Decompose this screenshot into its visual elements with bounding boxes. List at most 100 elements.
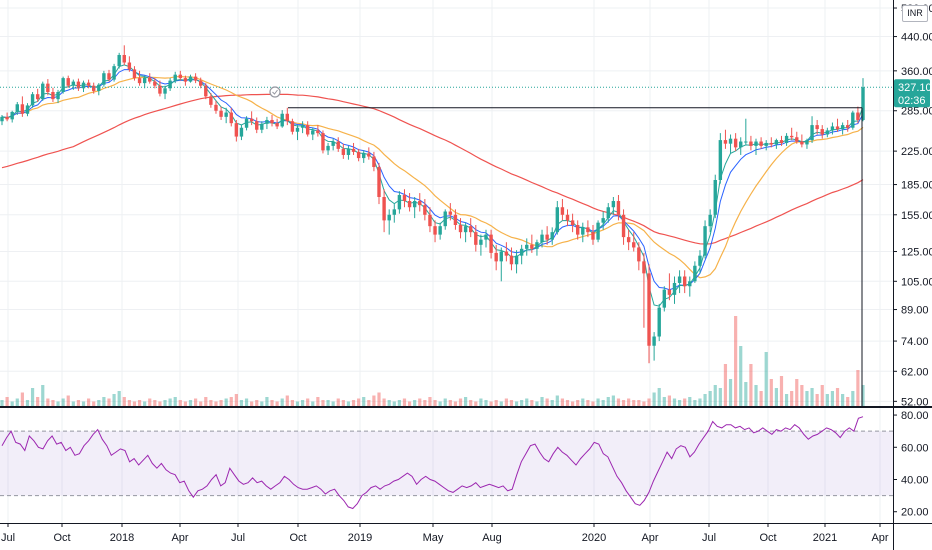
candle-body bbox=[122, 54, 126, 63]
volume-bar bbox=[331, 401, 335, 406]
volume-bar bbox=[122, 397, 126, 406]
candle-body bbox=[86, 82, 91, 86]
candle-body bbox=[682, 276, 687, 287]
candle-body bbox=[851, 112, 855, 128]
volume-bar bbox=[397, 400, 401, 406]
volume-bar bbox=[555, 395, 559, 406]
candle-body bbox=[275, 123, 279, 127]
candle-body bbox=[800, 141, 804, 145]
time-axis[interactable]: Jul Oct 2018 Apr Jul Oct 2019 May Aug 2020 Apr Jul O… bbox=[1, 523, 889, 544]
volume-bar bbox=[530, 400, 534, 406]
volume-bar bbox=[280, 398, 284, 406]
candle-body bbox=[280, 113, 284, 127]
volume-bar bbox=[779, 376, 784, 406]
time-tick-label: Aug bbox=[482, 532, 502, 544]
price-tick-label: 52.00 bbox=[901, 396, 929, 408]
last-price-value: 327.10 bbox=[898, 82, 932, 94]
volume-bar bbox=[71, 401, 75, 406]
volume-bar bbox=[820, 385, 824, 406]
volume-bar bbox=[662, 397, 666, 406]
volume-bar bbox=[239, 400, 244, 406]
time-tick-label: Apr bbox=[871, 532, 888, 544]
candle-body bbox=[112, 66, 116, 80]
candle-body bbox=[667, 289, 672, 295]
rsi-series bbox=[1, 416, 864, 510]
candle-body bbox=[41, 83, 45, 100]
candle-body bbox=[209, 96, 213, 105]
volume-bar bbox=[504, 398, 508, 406]
candle-body bbox=[626, 237, 631, 243]
rsi-line bbox=[1, 416, 864, 510]
candle-body bbox=[779, 140, 784, 143]
candle-body bbox=[728, 138, 733, 144]
candle-body bbox=[15, 104, 19, 112]
volume-bar bbox=[769, 379, 773, 406]
volume-bar bbox=[193, 398, 198, 406]
volume-bar bbox=[576, 400, 580, 406]
volume-bar bbox=[637, 400, 641, 406]
volume-bar bbox=[244, 398, 249, 406]
price-tick-label: 89.00 bbox=[901, 305, 929, 317]
price-tick-label: 62.00 bbox=[901, 366, 929, 378]
volume-bar bbox=[458, 398, 463, 406]
event-marker-icon[interactable] bbox=[269, 86, 281, 98]
volume-bar bbox=[20, 392, 24, 406]
candle-body bbox=[285, 113, 290, 122]
last-price-countdown: 02:36 bbox=[898, 95, 926, 107]
candle-body bbox=[560, 207, 565, 215]
candle-body bbox=[448, 211, 453, 215]
candle-body bbox=[642, 261, 646, 274]
volume-bar bbox=[357, 398, 361, 406]
candle-body bbox=[321, 133, 325, 151]
candle-body bbox=[703, 226, 707, 256]
volume-bar bbox=[25, 400, 30, 406]
volume-bar bbox=[693, 400, 697, 406]
candle-body bbox=[723, 140, 728, 144]
candle-body bbox=[290, 121, 295, 132]
candle-body bbox=[219, 110, 223, 117]
volume-bar bbox=[621, 400, 626, 406]
candle-body bbox=[861, 87, 865, 120]
price-axis[interactable]: 520.00440.00360.00285.00225.00185.00155.… bbox=[893, 3, 932, 408]
volume-bar bbox=[117, 391, 121, 406]
volume-bar bbox=[392, 401, 396, 406]
volume-bar bbox=[474, 401, 478, 406]
volume-bar bbox=[835, 388, 840, 406]
candle-body bbox=[438, 226, 442, 235]
candle-body bbox=[458, 224, 463, 233]
candle-body bbox=[341, 148, 346, 155]
candle-body bbox=[647, 273, 651, 346]
volume-bar bbox=[285, 395, 289, 406]
candle-body bbox=[56, 92, 60, 100]
candle-body bbox=[810, 125, 814, 141]
volume-bar bbox=[158, 401, 162, 406]
candle-body bbox=[479, 239, 483, 245]
candle-body bbox=[71, 81, 76, 86]
candle-body bbox=[484, 234, 488, 240]
volume-bar bbox=[36, 397, 40, 406]
volume-bar bbox=[652, 392, 656, 406]
horizontal-line[interactable] bbox=[0, 86, 893, 406]
candle-body bbox=[784, 135, 789, 143]
volume-bar bbox=[300, 400, 305, 406]
volume-bar bbox=[591, 401, 595, 406]
volume-bar bbox=[677, 400, 682, 406]
candle-body bbox=[835, 126, 840, 130]
moving-average-fast bbox=[1, 69, 864, 291]
currency-badge[interactable]: INR bbox=[902, 5, 928, 22]
candle-body bbox=[362, 153, 366, 159]
candle-body bbox=[188, 76, 193, 82]
volume-bar bbox=[642, 401, 646, 406]
candle-body bbox=[535, 242, 539, 249]
volume-bar bbox=[800, 385, 804, 406]
candle-body bbox=[550, 232, 554, 240]
volume-bar bbox=[830, 391, 835, 406]
candle-body bbox=[137, 78, 142, 84]
candle-body bbox=[0, 116, 4, 122]
price-tick-label: 74.00 bbox=[901, 336, 929, 348]
volume-bar bbox=[627, 398, 631, 406]
volume-bar bbox=[657, 388, 661, 406]
volume-bar bbox=[647, 398, 651, 406]
volume-bar bbox=[15, 398, 19, 406]
